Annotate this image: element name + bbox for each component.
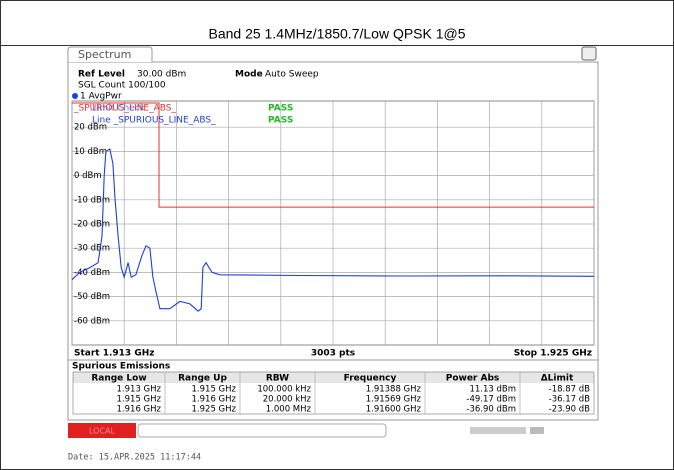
points-label: 3003 pts <box>311 349 355 359</box>
column-header: Frequency <box>344 374 397 384</box>
legend-trace: 1 AvgPwr <box>80 92 122 102</box>
y-tick-label: 20 dBm <box>74 123 107 133</box>
annotation: Line _SPURIOUS_LINE_ABS_ <box>92 116 216 126</box>
column-header: Range Low <box>91 374 146 384</box>
mode-label: Mode <box>235 70 263 80</box>
cell: 1.913 GHz <box>117 385 162 395</box>
cell: 100.000 kHz <box>257 385 311 395</box>
title: Band 25 1.4MHz/1850.7/Low QPSK 1@5 <box>208 26 465 42</box>
cell: -18.87 dB <box>549 385 590 395</box>
tab-label: Spectrum <box>78 48 131 61</box>
trace <box>72 102 594 208</box>
cell: 1.91569 GHz <box>366 395 422 405</box>
y-tick-label: -20 dBm <box>74 220 110 230</box>
ref-label: Ref Level <box>78 70 125 80</box>
column-header: ΔLimit <box>541 374 574 384</box>
menu-icon[interactable] <box>581 46 597 61</box>
cell: 1.91388 GHz <box>366 385 422 395</box>
column-header: RBW <box>266 374 289 384</box>
y-tick-label: -50 dBm <box>74 292 110 302</box>
count: SGL Count 100/100 <box>78 81 166 91</box>
cell: 1.000 MHz <box>266 405 312 415</box>
y-tick-label: -40 dBm <box>74 268 110 278</box>
y-tick-label: -10 dBm <box>74 195 110 205</box>
status-icon <box>530 427 544 434</box>
table-header-bg <box>73 372 594 383</box>
cell: -36.17 dB <box>549 395 590 405</box>
cell: 20.000 kHz <box>263 395 312 405</box>
cell: 1.915 GHz <box>117 395 162 405</box>
cell: 1.925 GHz <box>192 405 237 415</box>
y-tick-label: -60 dBm <box>74 316 110 326</box>
limit-name: _SPURIOUS_LINE_ABS_ <box>73 104 176 114</box>
table-border <box>72 371 595 415</box>
date: Date: 15.APR.2025 11:17:44 <box>68 453 201 463</box>
cell: -23.90 dB <box>549 405 590 415</box>
status-box <box>137 423 387 438</box>
mode-value: Auto Sweep <box>265 70 319 80</box>
stop-label: Stop 1.925 GHz <box>514 349 592 359</box>
trace <box>71 148 595 312</box>
annotation: PASS <box>268 116 293 126</box>
ref-value: 30.00 dBm <box>137 70 186 80</box>
cell: -49.17 dBm <box>466 395 516 405</box>
annotation: PASS <box>268 104 293 114</box>
y-tick-label: 10 dBm <box>74 147 107 157</box>
cell: 1.91600 GHz <box>366 405 422 415</box>
column-header: Power Abs <box>446 374 500 384</box>
local-label: LOCAL <box>89 427 116 436</box>
column-header: Range Up <box>178 374 227 384</box>
annotation: Limit Check <box>92 104 146 114</box>
cell: 1.916 GHz <box>192 395 237 405</box>
trace-dot <box>72 93 78 99</box>
y-tick-label: -30 dBm <box>74 244 110 254</box>
cell: -36.90 dBm <box>466 405 516 415</box>
cell: 1.916 GHz <box>117 405 162 415</box>
cell: 1.915 GHz <box>192 385 237 395</box>
cell: 11.13 dBm <box>469 385 516 395</box>
progress <box>470 427 526 434</box>
y-tick-label: 0 dBm <box>74 171 102 181</box>
tab <box>67 46 153 62</box>
local-button[interactable] <box>68 423 136 438</box>
start-label: Start 1.913 GHz <box>74 349 155 359</box>
table-title: Spurious Emissions <box>72 362 170 372</box>
